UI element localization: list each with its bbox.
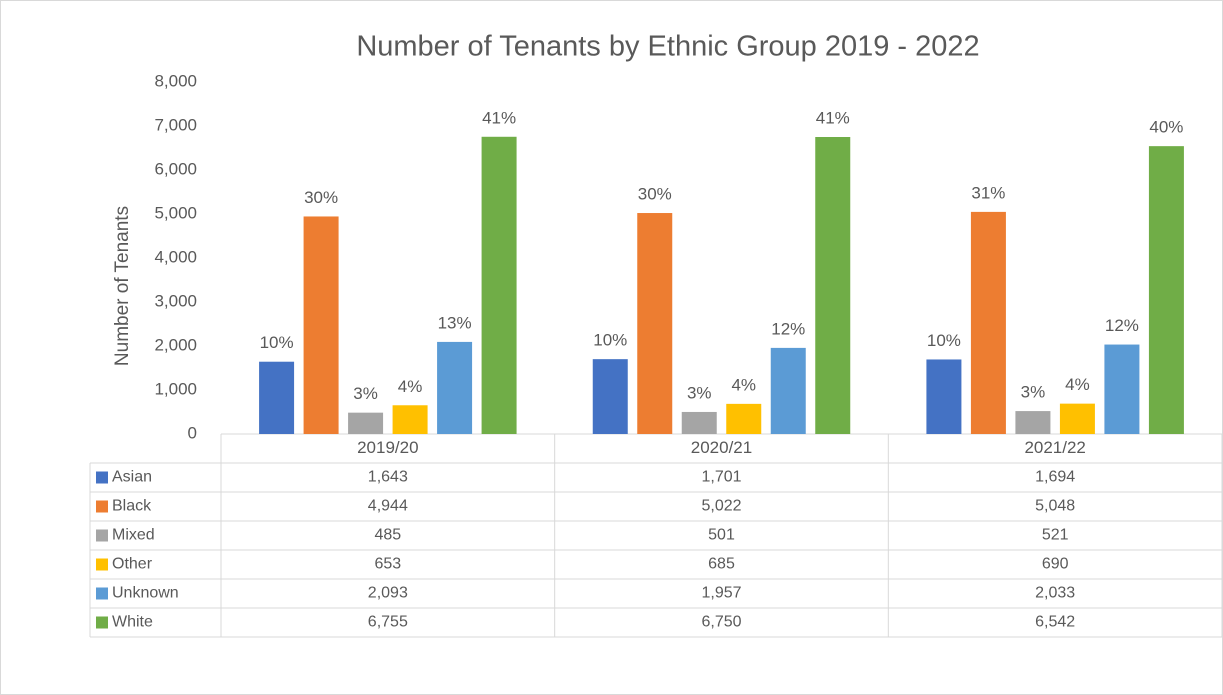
- y-tick-label: 1,000: [154, 379, 197, 398]
- data-label: 12%: [771, 319, 805, 338]
- bar: [681, 411, 717, 434]
- table-cell: 690: [1042, 556, 1069, 573]
- data-label: 4%: [731, 375, 756, 394]
- table-cell: 653: [374, 556, 401, 573]
- data-label: 10%: [927, 331, 961, 350]
- table-cell: 2,033: [1035, 585, 1075, 602]
- legend-swatch: [96, 558, 108, 571]
- table-cell: 6,755: [368, 614, 408, 631]
- legend-swatch: [96, 616, 108, 629]
- legend-label: Other: [112, 556, 153, 573]
- legend-label: Mixed: [112, 527, 155, 544]
- legend-label: White: [112, 614, 153, 631]
- table-cell: 685: [708, 556, 735, 573]
- data-label: 40%: [1149, 118, 1183, 137]
- table-cell: 6,750: [701, 614, 741, 631]
- bar: [303, 216, 339, 434]
- x-tick-label: 2019/20: [357, 438, 418, 457]
- table-cell: 4,944: [368, 498, 408, 515]
- bar: [392, 405, 428, 434]
- data-label: 41%: [816, 108, 850, 127]
- table-cell: 6,542: [1035, 614, 1075, 631]
- data-label: 4%: [1065, 375, 1090, 394]
- bar: [726, 403, 762, 434]
- legend-swatch: [96, 471, 108, 484]
- bar: [637, 213, 673, 434]
- bar: [970, 211, 1006, 434]
- data-label: 30%: [638, 185, 672, 204]
- data-label: 30%: [304, 188, 338, 207]
- legend-label: Asian: [112, 469, 152, 486]
- table-cell: 521: [1042, 527, 1069, 544]
- table-cell: 485: [374, 527, 401, 544]
- bar: [259, 361, 295, 434]
- bar: [437, 341, 473, 434]
- data-label: 10%: [593, 331, 627, 350]
- y-tick-label: 6,000: [154, 159, 197, 178]
- y-tick-label: 5,000: [154, 203, 197, 222]
- x-tick-label: 2021/22: [1024, 438, 1085, 457]
- bar: [926, 359, 962, 434]
- data-label: 10%: [260, 333, 294, 352]
- legend-swatch: [96, 529, 108, 542]
- data-label: 3%: [353, 384, 378, 403]
- bar: [1104, 344, 1140, 434]
- bar: [348, 412, 384, 434]
- data-label: 3%: [1021, 383, 1046, 402]
- data-label: 4%: [398, 377, 423, 396]
- bar: [592, 359, 628, 434]
- data-label: 31%: [971, 183, 1005, 202]
- legend-swatch: [96, 587, 108, 600]
- data-label: 41%: [482, 108, 516, 127]
- table-cell: 1,694: [1035, 469, 1075, 486]
- y-tick-label: 8,000: [154, 71, 197, 90]
- table-cell: 5,022: [701, 498, 741, 515]
- bar: [1059, 403, 1095, 434]
- y-tick-label: 4,000: [154, 247, 197, 266]
- chart-title: Number of Tenants by Ethnic Group 2019 -…: [356, 31, 979, 63]
- bar: [1015, 411, 1051, 434]
- y-tick-label: 2,000: [154, 335, 197, 354]
- y-tick-label: 3,000: [154, 291, 197, 310]
- table-cell: 5,048: [1035, 498, 1075, 515]
- bar: [770, 347, 806, 434]
- bar: [481, 136, 517, 434]
- bar: [1148, 146, 1184, 435]
- y-tick-label: 0: [188, 423, 197, 442]
- y-tick-label: 7,000: [154, 115, 197, 134]
- legend-swatch: [96, 500, 108, 513]
- table-cell: 501: [708, 527, 735, 544]
- bar: [815, 137, 851, 434]
- data-label: 13%: [438, 313, 472, 332]
- legend-label: Unknown: [112, 585, 179, 602]
- x-tick-label: 2020/21: [691, 438, 752, 457]
- table-cell: 1,957: [701, 585, 741, 602]
- table-cell: 2,093: [368, 585, 408, 602]
- data-label: 3%: [687, 383, 712, 402]
- table-cell: 1,701: [701, 469, 741, 486]
- data-label: 12%: [1105, 316, 1139, 335]
- y-axis-label: Number of Tenants: [112, 206, 133, 366]
- legend-label: Black: [112, 498, 152, 515]
- table-cell: 1,643: [368, 469, 408, 486]
